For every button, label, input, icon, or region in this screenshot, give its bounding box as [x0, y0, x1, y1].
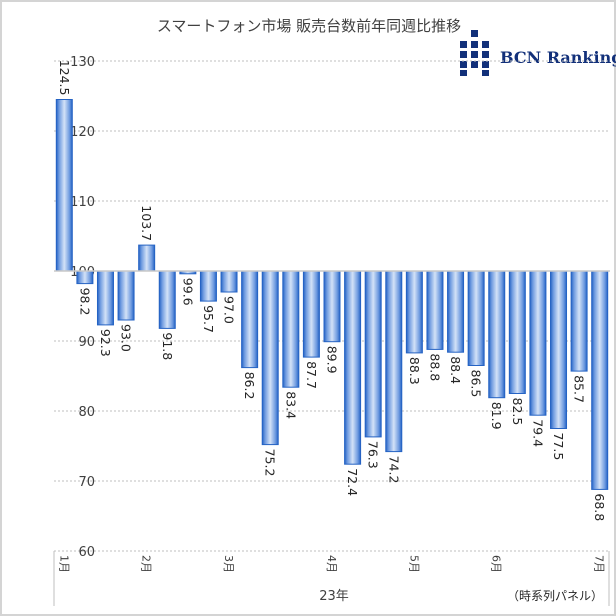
- data-label: 72.4: [345, 468, 360, 496]
- data-label: 83.4: [283, 391, 298, 419]
- data-label: 88.8: [427, 353, 442, 381]
- x-axis-year-label: 23年: [319, 589, 349, 604]
- bar: [405, 270, 423, 354]
- bar: [447, 270, 465, 353]
- bar: [199, 270, 217, 302]
- data-label: 85.7: [572, 375, 587, 403]
- y-axis-ticks: 60708090100110120130: [70, 55, 95, 560]
- chart-title: スマートフォン市場 販売台数前年同週比推移: [157, 17, 461, 35]
- y-tick-label: 110: [70, 195, 95, 210]
- x-axis: 1月 2月 3月 4月 5月 6月 7月: [53, 551, 610, 606]
- bar: [96, 270, 114, 326]
- bar: [302, 270, 320, 358]
- bar: [550, 270, 568, 429]
- logo-text: BCN Ranking: [500, 48, 616, 67]
- data-label: 89.9: [325, 346, 340, 374]
- bar: [261, 270, 279, 446]
- bar: [488, 270, 506, 399]
- bar: [282, 270, 300, 388]
- x-month-label: 1月: [57, 555, 70, 573]
- data-label: 81.9: [489, 402, 504, 430]
- bar: [344, 270, 362, 465]
- data-label: 99.6: [180, 278, 195, 306]
- data-label: 95.7: [201, 305, 216, 333]
- bar: [508, 270, 526, 394]
- bar: [385, 270, 403, 453]
- data-label: 92.3: [98, 329, 113, 357]
- data-label: 98.2: [77, 288, 92, 316]
- y-tick-label: 120: [70, 125, 95, 140]
- data-label: 76.3: [366, 441, 381, 469]
- data-label: 86.5: [469, 370, 484, 398]
- bar: [138, 244, 156, 272]
- bar: [158, 270, 176, 329]
- bars: [55, 99, 609, 490]
- data-label: 68.8: [592, 493, 607, 521]
- y-tick-label: 130: [70, 55, 95, 70]
- x-month-label: 3月: [222, 555, 235, 573]
- bar: [426, 270, 444, 350]
- data-label: 77.5: [551, 433, 566, 461]
- x-month-label: 2月: [140, 555, 153, 573]
- data-label: 91.8: [160, 332, 175, 360]
- logo-grid-icon: [460, 30, 489, 76]
- data-label: 88.4: [448, 356, 463, 384]
- bar: [76, 270, 94, 285]
- bar: [323, 270, 341, 343]
- data-label: 79.4: [530, 419, 545, 447]
- data-label: 97.0: [222, 296, 237, 324]
- data-label: 88.3: [407, 357, 422, 385]
- data-label: 74.2: [386, 456, 401, 484]
- y-tick-label: 90: [78, 335, 95, 350]
- bar: [529, 270, 547, 416]
- bar: [241, 270, 259, 369]
- data-label: 124.5: [57, 60, 72, 96]
- y-tick-label: 80: [78, 405, 95, 420]
- x-month-label: 7月: [593, 555, 606, 573]
- y-tick-label: 60: [78, 545, 95, 560]
- data-label: 86.2: [242, 372, 257, 400]
- data-label: 87.7: [304, 361, 319, 389]
- bar: [570, 270, 588, 372]
- x-month-label: 4月: [325, 555, 338, 573]
- panel-note: （時系列パネル）: [507, 589, 603, 603]
- data-labels: 124.5 98.2 92.3 93.0 103.7 91.8 99.6 95.7 97.0 86…: [57, 60, 607, 522]
- data-label: 75.2: [263, 449, 278, 477]
- x-month-label: 5月: [407, 555, 420, 573]
- bcn-ranking-logo: BCN Ranking: [460, 30, 616, 76]
- y-tick-label: 70: [78, 475, 95, 490]
- x-month-label: 6月: [490, 555, 503, 573]
- data-label: 82.5: [510, 398, 525, 426]
- data-label: 93.0: [119, 324, 134, 352]
- bar: [55, 99, 73, 272]
- bar: [364, 270, 382, 438]
- gridlines: [54, 60, 610, 552]
- bar: [591, 270, 609, 490]
- bar: [220, 270, 238, 293]
- data-label: 103.7: [139, 205, 154, 241]
- bar: [467, 270, 485, 366]
- bar: [117, 270, 135, 321]
